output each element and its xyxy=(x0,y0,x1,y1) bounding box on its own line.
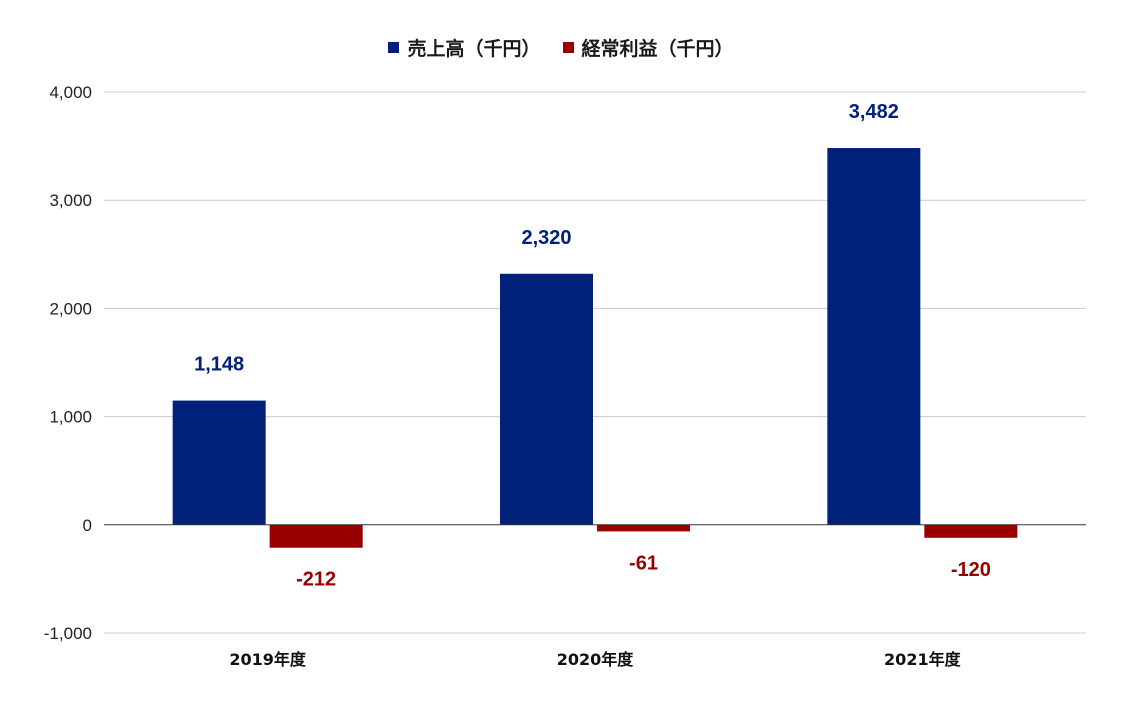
bar xyxy=(827,148,921,525)
data-label: -120 xyxy=(951,559,991,581)
data-label: -61 xyxy=(629,552,658,574)
data-label: 2,320 xyxy=(521,227,571,249)
y-axis-ticks: 4,000 3,000 2,000 1,000 0 -1,000 xyxy=(44,83,92,643)
bar xyxy=(597,524,690,532)
legend-label-sales: 売上高（千円） xyxy=(407,38,541,60)
y-tick-label: 3,000 xyxy=(49,191,92,210)
y-tick-label: 4,000 xyxy=(49,83,92,102)
bar xyxy=(500,273,593,525)
legend-item-sales: 売上高（千円） xyxy=(388,34,541,61)
y-tick-label: 2,000 xyxy=(49,299,92,318)
bars xyxy=(172,148,1018,548)
bar xyxy=(172,400,266,525)
data-label: -212 xyxy=(296,569,336,591)
x-tick-label: 2020年度 xyxy=(557,650,635,669)
legend-swatch-profit xyxy=(562,42,574,53)
chart-legend: 売上高（千円） 経常利益（千円） xyxy=(0,34,1122,61)
gridlines xyxy=(104,91,1086,634)
y-tick-label: -1,000 xyxy=(44,624,92,643)
y-tick-label: 1,000 xyxy=(49,408,92,427)
x-tick-label: 2021年度 xyxy=(884,650,962,669)
legend-label-profit: 経常利益（千円） xyxy=(581,38,734,60)
data-labels: 1,148 -212 2,320 -61 3,482 -120 xyxy=(194,101,991,591)
data-label: 1,148 xyxy=(194,354,244,376)
x-tick-label: 2019年度 xyxy=(229,650,307,669)
x-axis-ticks: 2019年度 2020年度 2021年度 xyxy=(229,650,961,669)
legend-item-profit: 経常利益（千円） xyxy=(562,34,734,61)
data-label: 3,482 xyxy=(849,101,899,123)
legend-swatch-sales xyxy=(388,42,400,53)
y-tick-label: 0 xyxy=(83,516,92,535)
bar xyxy=(924,524,1018,538)
bar xyxy=(269,524,363,548)
